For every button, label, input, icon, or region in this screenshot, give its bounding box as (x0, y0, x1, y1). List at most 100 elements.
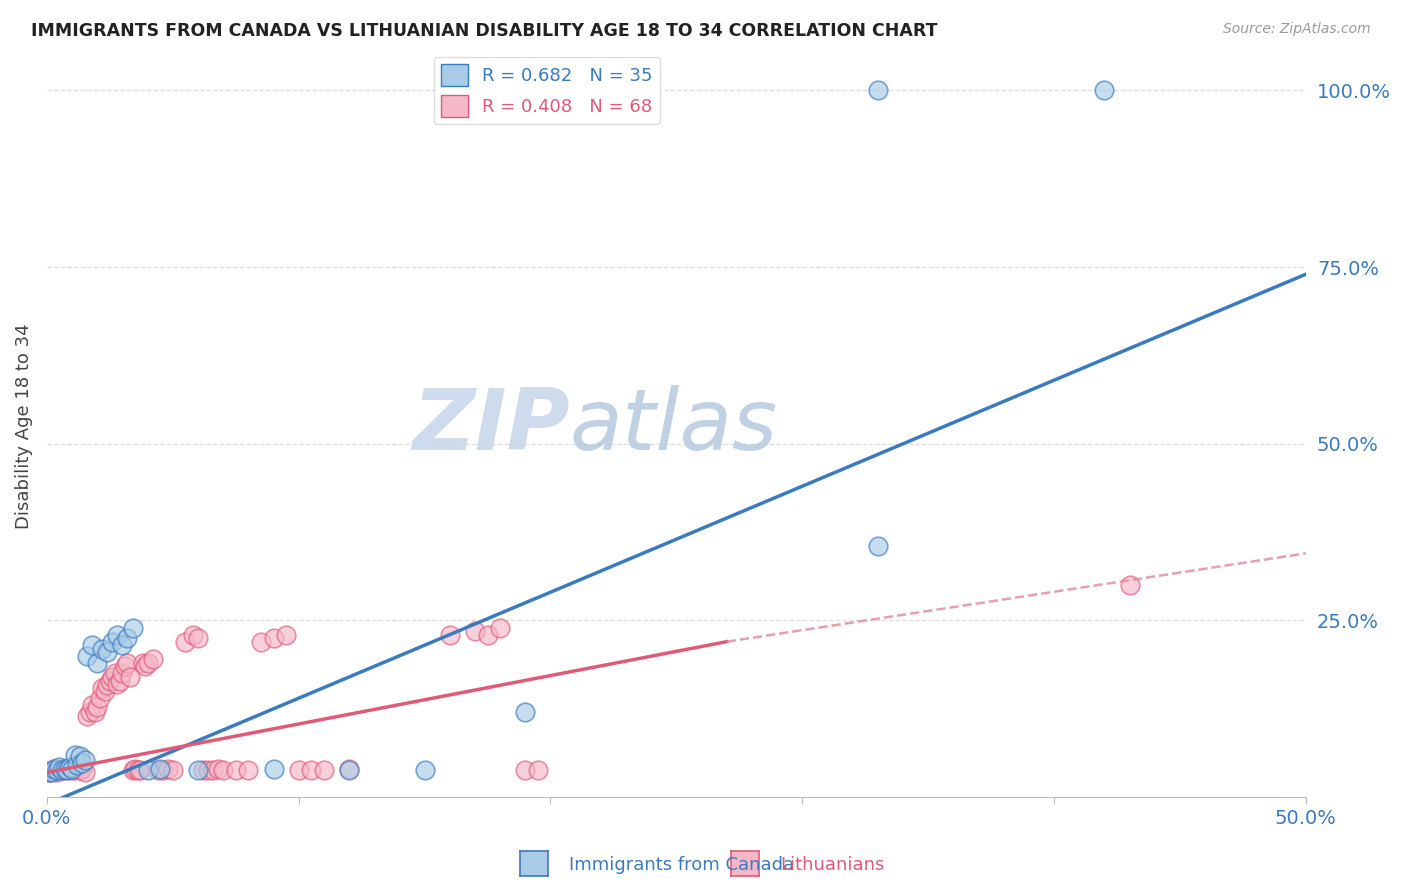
Text: Source: ZipAtlas.com: Source: ZipAtlas.com (1223, 22, 1371, 37)
Text: ZIP: ZIP (412, 384, 569, 467)
Point (41, 764, 63, 778)
Point (48, 760, 70, 774)
Point (136, 764, 159, 778)
Point (70, 756, 93, 771)
Point (136, 656, 159, 670)
Point (101, 634, 124, 648)
Point (51, 764, 73, 778)
Point (212, 764, 235, 778)
Point (263, 762, 285, 776)
Point (44, 762, 66, 776)
Point (46, 765, 69, 780)
Point (79, 706, 101, 720)
Point (202, 764, 225, 778)
Point (76, 648, 98, 663)
Point (53, 762, 76, 776)
Legend: R = 0.682   N = 35, R = 0.408   N = 68: R = 0.682 N = 35, R = 0.408 N = 68 (433, 57, 659, 124)
Point (69, 764, 91, 778)
Point (83, 706, 105, 720)
Point (464, 624, 486, 638)
Point (86, 656, 108, 670)
Point (111, 638, 134, 652)
Point (66, 758, 89, 772)
Point (56, 764, 79, 778)
Point (69, 749, 91, 764)
Point (51, 764, 73, 778)
Point (263, 631, 285, 645)
Point (104, 666, 127, 681)
Point (477, 627, 499, 641)
Point (238, 764, 260, 778)
Point (527, 764, 550, 778)
Point (866, 83, 889, 97)
Point (337, 764, 360, 778)
Text: IMMIGRANTS FROM CANADA VS LITHUANIAN DISABILITY AGE 18 TO 34 CORRELATION CHART: IMMIGRANTS FROM CANADA VS LITHUANIAN DIS… (31, 22, 938, 40)
Point (82, 638, 104, 652)
Point (66, 760, 89, 774)
Point (124, 762, 146, 776)
Point (118, 670, 141, 684)
Point (111, 666, 134, 681)
Point (73, 765, 96, 780)
Point (48, 762, 70, 776)
Point (53, 762, 76, 776)
Point (56, 764, 79, 778)
Point (94, 684, 117, 698)
Point (70, 762, 93, 776)
Point (127, 764, 149, 778)
Point (274, 627, 297, 641)
Point (44, 762, 66, 776)
Point (58, 762, 80, 776)
Text: Lithuanians: Lithuanians (780, 856, 884, 874)
Point (96, 645, 118, 659)
Point (337, 762, 360, 776)
Point (162, 764, 184, 778)
Point (108, 673, 131, 688)
Point (105, 627, 128, 641)
Point (413, 764, 436, 778)
Point (146, 764, 169, 778)
Point (515, 706, 537, 720)
Point (225, 764, 247, 778)
Point (96, 678, 118, 692)
Point (73, 753, 96, 767)
Point (63, 764, 86, 778)
Point (63, 747, 86, 762)
Point (38, 765, 60, 780)
Point (489, 621, 512, 635)
Point (866, 539, 889, 553)
Point (197, 764, 219, 778)
Point (101, 670, 124, 684)
Point (117, 631, 139, 645)
Point (131, 656, 153, 670)
Text: atlas: atlas (569, 384, 778, 467)
Point (156, 762, 179, 776)
Point (191, 764, 214, 778)
Point (181, 627, 204, 641)
Point (76, 709, 98, 723)
Point (312, 764, 335, 778)
Point (134, 659, 156, 673)
Point (46, 764, 69, 778)
Point (91, 641, 114, 656)
Point (38, 765, 60, 780)
Point (117, 656, 139, 670)
Point (105, 677, 128, 691)
Point (114, 659, 136, 673)
Point (60, 762, 83, 776)
Point (1094, 83, 1116, 97)
Point (89, 691, 111, 706)
Point (82, 698, 104, 713)
Point (174, 634, 197, 648)
Point (41, 765, 63, 780)
Text: Immigrants from Canada: Immigrants from Canada (569, 856, 794, 874)
Point (439, 627, 461, 641)
Point (287, 764, 309, 778)
Point (149, 762, 172, 776)
Point (515, 764, 537, 778)
Point (207, 762, 229, 776)
Point (299, 764, 322, 778)
Point (152, 764, 174, 778)
Point (60, 764, 83, 778)
Point (58, 760, 80, 774)
